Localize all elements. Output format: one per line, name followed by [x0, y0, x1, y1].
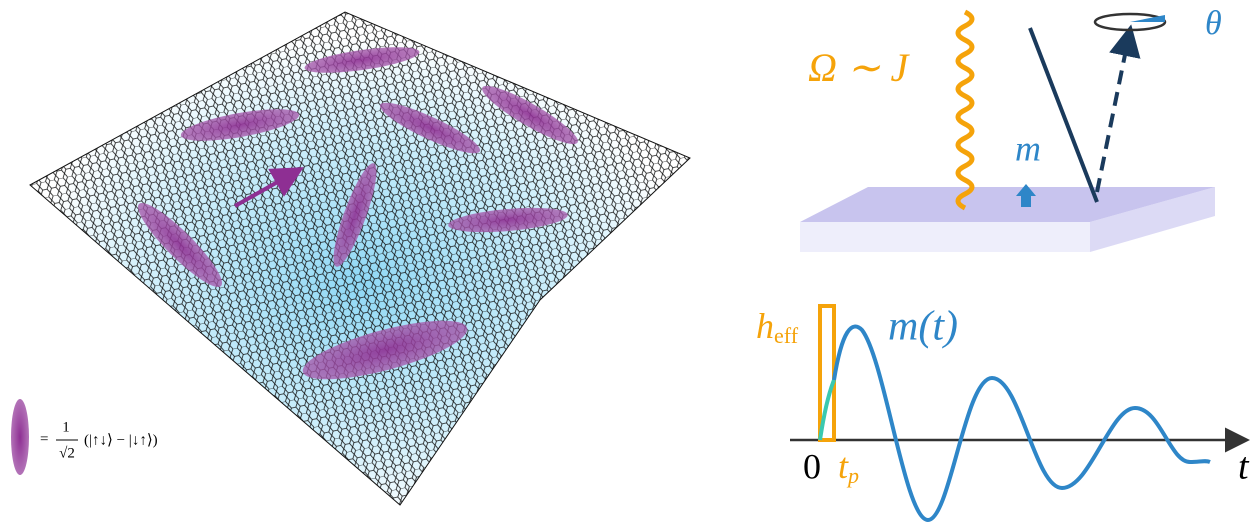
legend-sign: = [40, 431, 48, 447]
field-label-base: h [756, 306, 774, 346]
field-label-sub: eff [774, 323, 799, 348]
pulse-label: tp [838, 446, 859, 488]
field-label: heff [756, 306, 799, 348]
legend-state: (|↑↓⟩ − |↓↑⟩) [84, 432, 158, 448]
time-label: t [1238, 446, 1250, 488]
lattice [30, 12, 690, 505]
slab [800, 187, 1215, 252]
pulse-label-sub: p [846, 463, 859, 488]
response-curve [834, 327, 1210, 520]
drive-label: Ω ∼ J [808, 45, 910, 90]
legend-numerator: 1 [62, 419, 70, 435]
origin-label: 0 [803, 446, 821, 486]
legend: = 1 √2 (|↑↓⟩ − |↓↑⟩) [11, 399, 158, 475]
legend-denominator: √2 [59, 445, 75, 461]
figure: = 1 √2 (|↑↓⟩ − |↓↑⟩) Ω ∼ J θ m heff m(t)… [0, 0, 1259, 526]
magnetization-label: m [1015, 128, 1041, 168]
angle-label: θ [1205, 5, 1222, 42]
reflected-beam [1097, 40, 1128, 192]
curve-label: m(t) [888, 304, 958, 350]
incident-beam [1030, 28, 1097, 202]
drive-wave [958, 12, 972, 208]
response-rise [820, 380, 834, 440]
legend-symbol [11, 399, 29, 475]
